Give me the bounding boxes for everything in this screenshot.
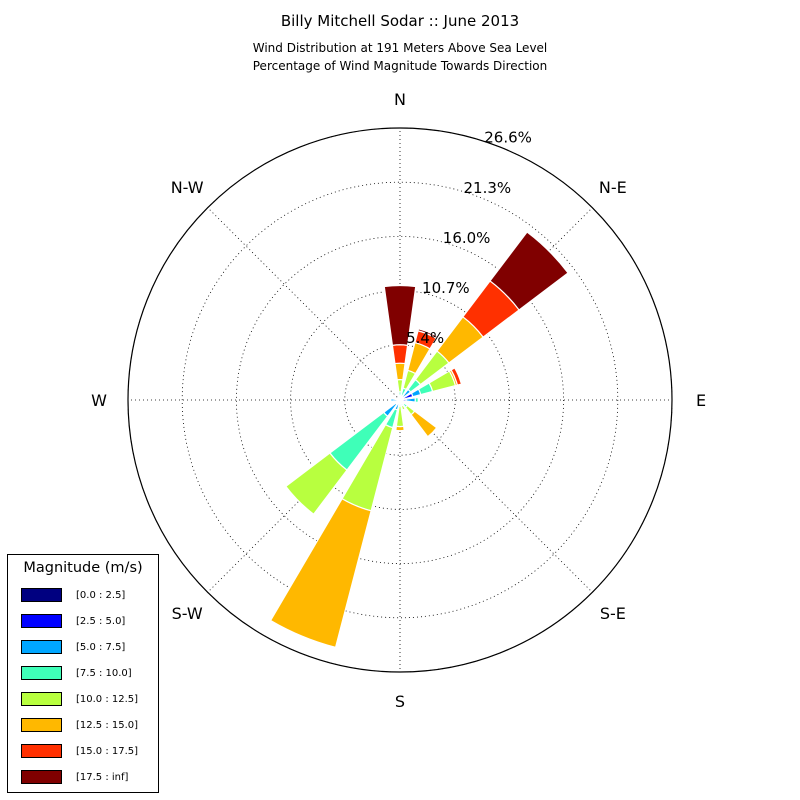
legend-swatch [21,770,62,784]
chart-subtitle-height: Wind Distribution at 191 Meters Above Se… [252,41,548,55]
grid-circle [290,290,510,510]
radial-tick-label: 5.4% [406,329,444,347]
legend-label: [2.5 : 5.0] [76,616,126,627]
wedge [410,410,438,438]
direction-label: N [394,90,406,109]
radial-tick-label: 16.0% [443,229,491,247]
wedge [390,398,399,402]
direction-label: N-W [171,178,204,197]
wedge [395,425,405,432]
direction-label: E [696,391,706,410]
wedge [394,362,406,381]
legend-label: [10.0 : 12.5] [76,694,139,705]
chart-title: Billy Mitchell Sodar :: June 2013 [280,12,520,30]
grid-circle [344,344,456,456]
legend-swatch [21,614,62,628]
wedge [417,396,421,404]
legend-label: [15.0 : 17.5] [76,746,139,757]
legend: Magnitude (m/s) [0.0 : 2.5] [2.5 : 5.0] … [7,554,159,793]
outer-circle [127,127,673,673]
grid-spoke [207,207,401,401]
legend-swatch [21,666,62,680]
wedge [383,284,417,346]
direction-label: S-W [172,604,203,623]
legend-label: [12.5 : 15.0] [76,720,139,731]
direction-label: N-E [599,178,627,197]
wedge [284,452,348,516]
legend-swatch [21,744,62,758]
direction-label: S-E [600,604,626,623]
direction-label: W [91,391,107,410]
wedge [400,404,406,411]
legend-swatch [21,640,62,654]
wedge [396,378,404,393]
chart-subtitle-description: Percentage of Wind Magnitude Towards Dir… [252,59,548,73]
wedge [417,328,439,340]
wedge [405,397,416,403]
legend-label: [7.5 : 10.0] [76,668,132,679]
wedge [397,396,401,400]
legend-swatch [21,692,62,706]
legend-swatch [21,588,62,602]
legend-swatch [21,718,62,732]
wedge [269,497,372,649]
wedge [450,367,463,386]
legend-label: [0.0 : 2.5] [76,590,126,601]
legend-title: Magnitude (m/s) [23,560,143,576]
direction-label: S [395,692,405,711]
radial-tick-label: 10.7% [422,279,470,297]
grid-circle [235,235,565,565]
grid-spoke [399,399,593,593]
wedge [489,231,569,311]
legend-label: [17.5 : inf] [76,772,129,783]
grid-circle [181,181,619,619]
radial-tick-label: 26.6% [484,129,532,147]
legend-label: [5.0 : 7.5] [76,642,126,653]
wedge [391,344,409,365]
radial-tick-label: 21.3% [464,179,512,197]
